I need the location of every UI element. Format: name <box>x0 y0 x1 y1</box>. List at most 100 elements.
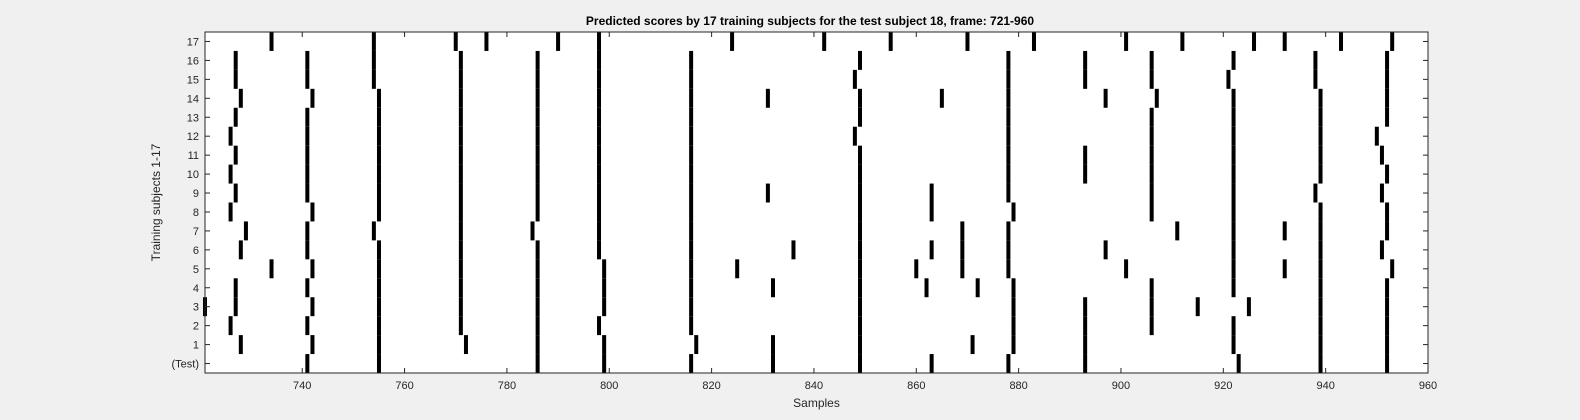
event-mark <box>463 335 468 355</box>
event-mark <box>458 316 463 336</box>
event-mark <box>1318 278 1323 298</box>
event-mark <box>376 354 381 373</box>
event-mark <box>1006 126 1011 146</box>
event-mark <box>1318 297 1323 317</box>
event-mark <box>269 32 274 51</box>
event-mark <box>1318 107 1323 127</box>
event-mark <box>1149 316 1154 336</box>
event-mark <box>228 316 233 336</box>
event-mark <box>1385 107 1390 127</box>
event-mark <box>376 202 381 222</box>
event-mark <box>305 316 310 336</box>
event-mark <box>689 259 694 279</box>
event-mark <box>228 164 233 184</box>
event-mark <box>597 316 602 336</box>
event-mark <box>535 69 540 89</box>
event-mark <box>689 202 694 222</box>
y-tick-label: 8 <box>193 207 199 219</box>
event-mark <box>689 221 694 241</box>
event-mark <box>730 32 735 51</box>
event-mark <box>597 240 602 260</box>
event-mark <box>1385 297 1390 317</box>
event-mark <box>1006 69 1011 89</box>
event-mark <box>858 221 862 241</box>
x-tick-label: 940 <box>1316 380 1334 392</box>
event-mark <box>1006 107 1011 127</box>
event-mark <box>597 88 602 108</box>
event-mark <box>689 107 694 127</box>
event-mark <box>1083 335 1088 355</box>
event-mark <box>535 126 540 146</box>
event-mark <box>914 259 919 279</box>
event-mark <box>1149 202 1154 222</box>
event-mark <box>597 202 602 222</box>
event-mark <box>310 297 315 317</box>
event-mark <box>1385 50 1390 70</box>
event-mark <box>1031 32 1036 51</box>
y-tick-label: 6 <box>193 245 199 257</box>
event-mark <box>1390 32 1395 51</box>
event-mark <box>1231 183 1236 203</box>
event-mark <box>602 259 607 279</box>
event-mark <box>376 297 381 317</box>
event-mark <box>1149 126 1154 146</box>
event-mark <box>535 50 540 70</box>
event-mark <box>689 316 694 336</box>
event-mark <box>1006 183 1011 203</box>
x-tick-label: 900 <box>1112 380 1130 392</box>
event-mark <box>960 240 965 260</box>
event-mark <box>376 107 381 127</box>
event-mark <box>597 183 602 203</box>
event-mark <box>858 316 862 336</box>
event-mark <box>1236 354 1241 373</box>
event-mark <box>305 354 310 373</box>
event-mark <box>1006 240 1011 260</box>
event-mark <box>1149 69 1154 89</box>
y-tick-label: 11 <box>188 150 199 162</box>
event-mark <box>305 107 310 127</box>
y-tick-label: 4 <box>193 283 199 295</box>
event-mark <box>1379 183 1384 203</box>
event-mark <box>1374 126 1379 146</box>
event-mark <box>858 259 862 279</box>
event-mark <box>689 297 694 317</box>
event-mark <box>1318 164 1323 184</box>
event-mark <box>1313 183 1318 203</box>
event-mark <box>858 202 862 222</box>
event-mark <box>1282 259 1287 279</box>
x-axis-label: Samples <box>793 396 840 410</box>
event-mark <box>233 297 238 317</box>
event-mark <box>1379 240 1384 260</box>
event-mark <box>1083 164 1088 184</box>
event-mark <box>1231 126 1236 146</box>
event-mark <box>1124 259 1129 279</box>
event-mark <box>1318 240 1323 260</box>
event-mark <box>1385 69 1390 89</box>
event-mark <box>535 202 540 222</box>
event-mark <box>1318 126 1323 146</box>
y-tick-label: 12 <box>187 131 199 143</box>
plot-area <box>205 32 1428 373</box>
x-tick-label: 800 <box>600 380 618 392</box>
event-mark <box>458 183 463 203</box>
event-mark <box>453 32 458 51</box>
event-mark <box>1318 335 1323 355</box>
event-mark <box>1379 145 1384 165</box>
y-tick-label: 5 <box>193 264 199 276</box>
event-mark <box>1124 32 1129 51</box>
event-mark <box>1006 50 1011 70</box>
event-mark <box>1385 164 1390 184</box>
event-mark <box>597 145 602 165</box>
event-mark <box>1231 221 1236 241</box>
event-mark <box>689 183 694 203</box>
event-mark <box>1154 88 1159 108</box>
event-mark <box>233 107 238 127</box>
event-mark <box>1149 164 1154 184</box>
event-mark <box>305 278 310 298</box>
event-mark <box>1385 335 1390 355</box>
event-mark <box>228 202 233 222</box>
event-mark <box>535 259 540 279</box>
event-mark <box>929 202 934 222</box>
